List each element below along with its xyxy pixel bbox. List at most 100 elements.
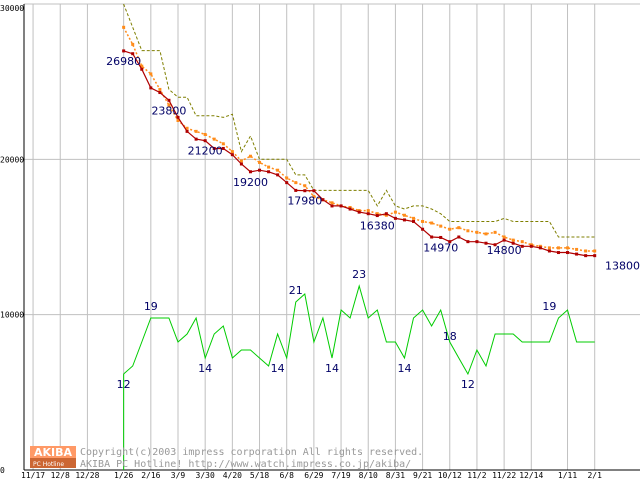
data-label-3: 19200 [233,176,268,189]
x-tick-label-17: 11/22 [492,471,516,480]
series-point-average-43 [511,238,515,242]
data-label-2: 21200 [188,145,223,158]
series-point-low-10 [212,146,216,150]
x-tick-labels: 11/17 12/8 12/28 1/26 2/16 3/9 3/30 4/20 5/18 6/8… [21,471,602,480]
series-point-average-19 [294,181,298,185]
branding: AKIBA PC Hotline Copyright(c)2003 impres… [30,446,423,470]
series-point-low-50 [575,252,579,256]
x-tick-label-15: 10/12 [438,471,462,480]
series-point-low-15 [258,168,262,172]
series-point-low-24 [339,204,343,208]
data-label-16: 14 [397,362,411,375]
series-point-average-42 [502,235,506,239]
series-point-low-46 [538,246,542,250]
series-point-low-29 [384,212,388,216]
series-point-average-7 [185,126,189,130]
data-label-18: 12 [461,378,475,391]
series-point-low-21 [312,189,316,193]
series-point-low-48 [556,251,560,255]
series-point-average-0 [122,25,126,29]
data-label-5: 16380 [360,220,395,233]
series-point-average-11 [221,142,225,146]
logo-title: AKIBA [34,446,73,459]
data-label-7: 14800 [487,244,522,257]
x-tick-label-8: 5/18 [250,471,269,480]
series-point-average-32 [412,216,416,220]
series-point-low-41 [493,243,497,247]
data-label-8: 13800 [605,260,640,273]
series-point-average-44 [520,240,524,244]
series-point-low-42 [502,238,506,242]
series-point-average-8 [194,129,198,133]
grid-lines [24,3,640,471]
series-point-average-36 [448,227,452,231]
series-point-average-48 [556,246,560,250]
series-point-low-1 [131,52,135,56]
series-point-low-34 [430,235,434,239]
series-point-average-45 [529,243,533,247]
series-point-low-38 [466,240,470,244]
series-line-high [123,3,595,238]
series-point-low-20 [303,189,307,193]
x-tick-label-12: 8/10 [359,471,378,480]
series-point-average-29 [384,213,388,217]
series-point-average-13 [239,159,243,163]
y-tick-label-1: 10000 [0,311,24,320]
x-tick-label-10: 6/29 [304,471,323,480]
series-point-average-1 [131,42,135,46]
series-point-average-23 [330,201,334,205]
series-point-low-30 [393,216,397,220]
y-tick-label-3: 30000 [0,4,24,13]
x-tick-label-20: 2/1 [587,471,602,480]
series-point-average-30 [393,210,397,214]
series-point-average-28 [375,212,379,216]
data-label-11: 14 [198,362,212,375]
series-point-low-31 [402,218,406,222]
data-label-15: 23 [352,268,366,281]
data-label-17: 18 [443,330,457,343]
series-point-average-10 [212,137,216,141]
series-point-average-9 [203,132,207,136]
series-point-low-43 [511,241,515,245]
series-point-average-25 [348,205,352,209]
series-point-average-20 [303,184,307,188]
series-point-low-33 [421,227,425,231]
x-tick-label-0: 11/17 [21,471,45,480]
series-point-low-44 [520,244,524,248]
series-point-low-28 [375,214,379,218]
series-point-low-23 [330,204,334,208]
series-point-average-15 [258,160,262,164]
series-lines [122,3,597,470]
x-tick-label-9: 6/8 [279,471,294,480]
x-tick-label-7: 4/20 [223,471,242,480]
series-point-average-17 [276,168,280,172]
series-point-average-38 [466,229,470,233]
series-point-low-36 [448,240,452,244]
series-point-average-12 [230,150,234,154]
copyright-text: Copyright(c)2003 impress corporation All… [80,447,423,458]
series-point-average-14 [248,154,252,158]
series-point-average-31 [402,213,406,217]
series-point-average-35 [439,224,443,228]
logo-top-block [30,446,76,458]
series-point-low-47 [547,249,551,253]
x-tick-label-18: 12/14 [519,471,543,480]
x-tick-label-5: 3/9 [171,471,186,480]
series-point-low-22 [321,198,325,202]
series-point-average-27 [366,209,370,213]
series-point-average-49 [566,246,570,250]
data-label-1: 23800 [151,104,186,117]
x-tick-label-14: 9/21 [413,471,432,480]
data-labels: 26980 23800 21200 19200 17980 16380 14970 14800… [106,55,640,391]
x-tick-label-19: 1/11 [558,471,577,480]
series-point-average-18 [285,176,289,180]
series-point-low-26 [357,210,361,214]
x-tick-label-11: 7/19 [331,471,350,480]
site-url-text: AKIBA PC Hotline! http://www.watch.impre… [80,459,411,470]
series-point-average-26 [357,209,361,213]
series-line-count [123,284,595,376]
y-tick-label-2: 20000 [0,155,24,164]
series-point-low-19 [294,188,298,192]
series-point-average-46 [538,244,542,248]
y-tick-label-0: 0 [0,466,5,475]
